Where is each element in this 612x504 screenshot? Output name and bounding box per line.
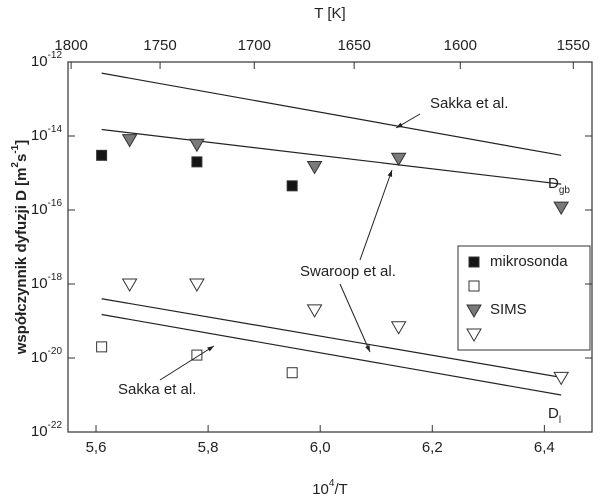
annotation: Dgb bbox=[548, 175, 570, 196]
y-tick-base: 10 bbox=[31, 423, 48, 440]
top-tick-label: 1750 bbox=[143, 37, 176, 54]
top-tick-label: 1600 bbox=[444, 37, 477, 54]
y-tick-base: 10 bbox=[31, 201, 48, 218]
fit-line bbox=[101, 313, 562, 396]
y-tick-label: 10-14 bbox=[31, 124, 63, 144]
y-tick-label: 10-22 bbox=[31, 420, 63, 440]
data-point bbox=[286, 180, 298, 192]
annotation-text: D bbox=[548, 175, 559, 192]
data-point bbox=[306, 304, 323, 318]
x-tick-label: 5,6 bbox=[86, 439, 107, 456]
y-tick-exponent: -16 bbox=[48, 198, 63, 209]
x-axis-label: 104/T bbox=[312, 478, 348, 498]
y-tick-label: 10-20 bbox=[31, 346, 63, 366]
top-tick-label: 1650 bbox=[337, 37, 370, 54]
data-point bbox=[286, 367, 298, 379]
y-tick-label: 10-18 bbox=[31, 272, 63, 292]
annotation-subscript: l bbox=[559, 415, 561, 426]
data-point bbox=[390, 152, 407, 167]
y-tick-label: 10-16 bbox=[31, 198, 63, 218]
legend-marker bbox=[468, 256, 480, 268]
y-tick-exponent: -14 bbox=[48, 124, 63, 135]
data-point bbox=[121, 134, 138, 148]
x-tick-label: 6,4 bbox=[534, 439, 555, 456]
top-axis-label: T [K] bbox=[314, 5, 345, 22]
legend-marker bbox=[468, 280, 480, 292]
y-tick-base: 10 bbox=[31, 127, 48, 144]
y-tick-base: 10 bbox=[31, 53, 48, 70]
arrow-head bbox=[207, 346, 214, 352]
data-point bbox=[306, 160, 323, 175]
arrow bbox=[339, 283, 371, 353]
data-point bbox=[553, 201, 570, 216]
data-point bbox=[189, 278, 205, 292]
fit-line bbox=[101, 72, 562, 156]
x-tick-label: 5,8 bbox=[198, 439, 219, 456]
y-tick-exponent: -20 bbox=[48, 346, 63, 357]
legend bbox=[457, 245, 591, 351]
y-tick-exponent: -22 bbox=[48, 420, 63, 431]
y-axis-label: współczynnik dyfuzji D [m2s-1] bbox=[10, 140, 30, 356]
y-tick-exponent: -18 bbox=[48, 272, 63, 283]
annotation-text: Swaroop et al. bbox=[300, 263, 396, 280]
top-tick-label: 1800 bbox=[54, 37, 87, 54]
y-tick-base: 10 bbox=[31, 275, 48, 292]
data-point bbox=[191, 349, 203, 361]
annotation: Dl bbox=[548, 405, 561, 426]
legend-label: mikrosonda bbox=[490, 253, 568, 270]
y-tick-exponent: -12 bbox=[48, 50, 63, 61]
annotation-text: D bbox=[548, 405, 559, 422]
data-point bbox=[553, 371, 570, 386]
arrow bbox=[359, 169, 393, 261]
annotation-text: Sakka et al. bbox=[118, 381, 196, 398]
plot-frame bbox=[67, 61, 593, 433]
data-point bbox=[191, 156, 203, 168]
annotation: Sakka et al. bbox=[430, 95, 508, 112]
arrow-head bbox=[396, 122, 403, 128]
legend-marker bbox=[466, 328, 482, 342]
legend-label: SIMS bbox=[490, 301, 527, 318]
data-point bbox=[121, 278, 138, 292]
legend-marker bbox=[466, 304, 482, 318]
annotation: Swaroop et al. bbox=[300, 263, 396, 280]
data-point bbox=[96, 341, 108, 353]
fit-line bbox=[101, 128, 562, 185]
x-tick-label: 6,2 bbox=[422, 439, 443, 456]
y-tick-label: 10-12 bbox=[31, 50, 63, 70]
fit-line bbox=[101, 298, 562, 378]
annotation: Sakka et al. bbox=[118, 381, 196, 398]
data-point bbox=[189, 138, 205, 153]
annotation-subscript: gb bbox=[559, 185, 571, 196]
y-tick-base: 10 bbox=[31, 349, 48, 366]
annotation-text: Sakka et al. bbox=[430, 95, 508, 112]
top-tick-label: 1700 bbox=[238, 37, 271, 54]
arrow-head bbox=[387, 170, 393, 177]
data-point bbox=[96, 149, 108, 161]
arrow bbox=[159, 345, 215, 381]
arrow-head bbox=[365, 345, 370, 352]
x-tick-label: 6,0 bbox=[310, 439, 331, 456]
data-point bbox=[390, 321, 407, 335]
top-tick-label: 1550 bbox=[557, 37, 590, 54]
